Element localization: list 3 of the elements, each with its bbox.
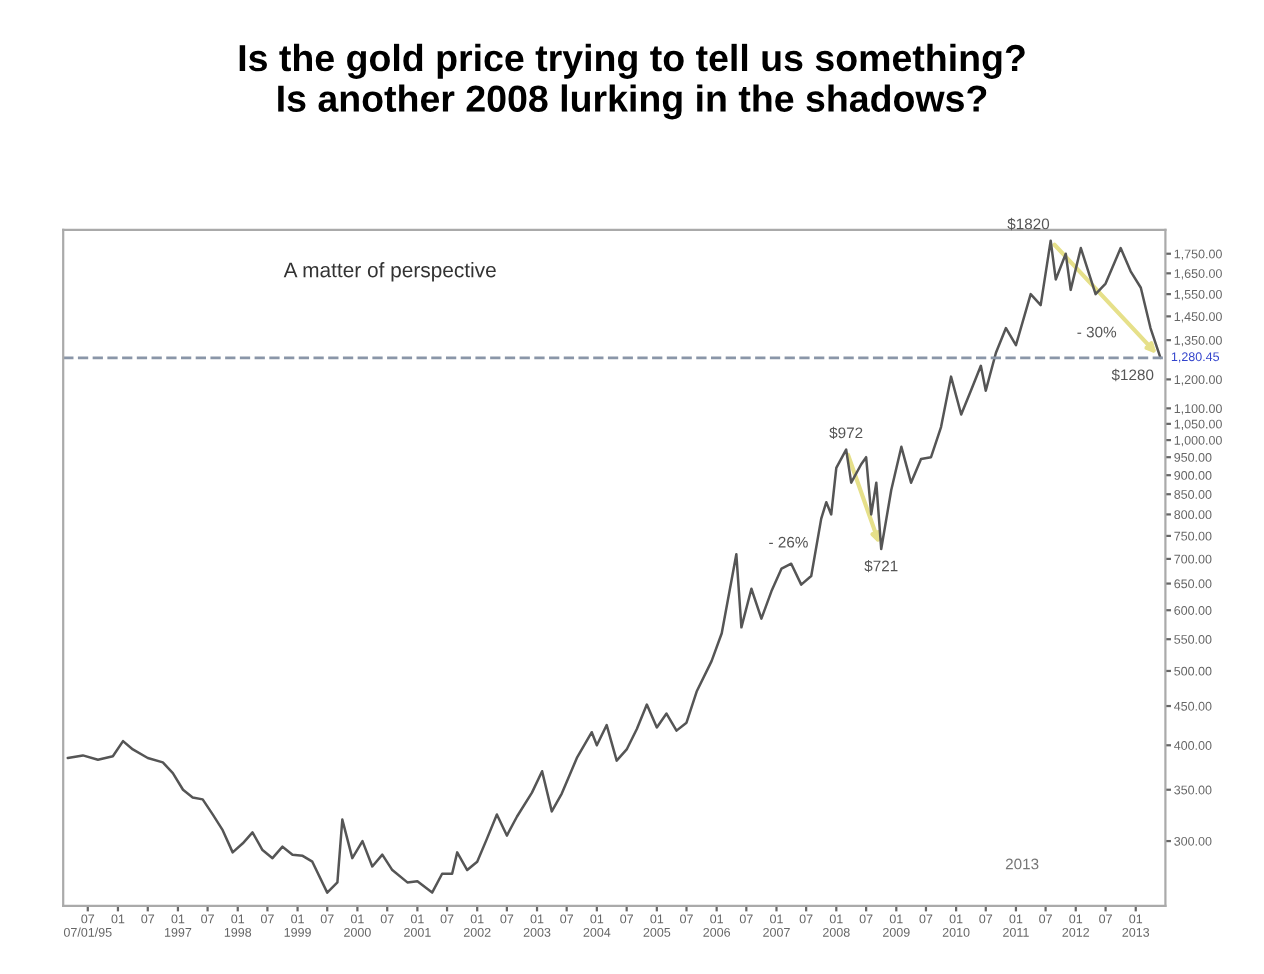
chart-title: Is the gold price trying to tell us something? Is another 2008 lurking in the shadows? [239,43,1025,120]
line-series [66,239,1162,894]
text: A matter of perspective [283,262,496,282]
